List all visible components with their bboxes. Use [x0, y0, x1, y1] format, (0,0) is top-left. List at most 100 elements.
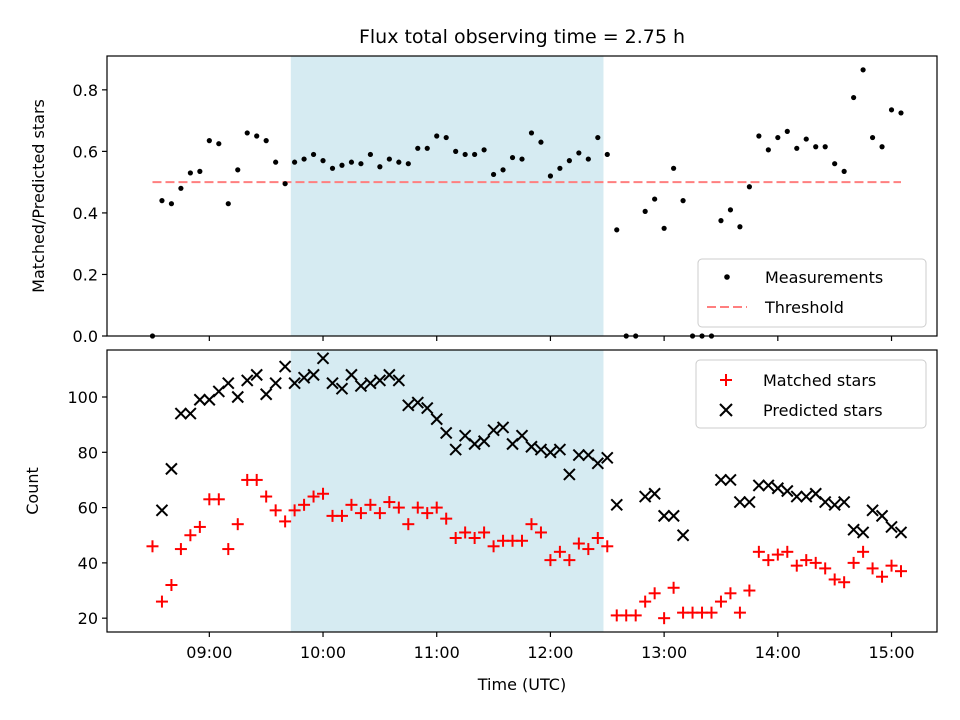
predicted-stars-point — [345, 368, 358, 382]
predicted-stars-point — [800, 490, 813, 503]
matched-stars-point — [459, 526, 472, 539]
matched-stars-point — [866, 562, 879, 575]
matched-stars-point — [724, 587, 737, 600]
bottom-legend-box — [695, 359, 927, 429]
matched-stars-point — [544, 554, 557, 567]
matched-stars-point — [563, 554, 576, 567]
top-axes-frame — [106, 55, 938, 337]
measurement-point — [756, 133, 762, 139]
measurement-point — [386, 156, 392, 162]
measurement-point — [301, 156, 307, 162]
matched-stars-point — [819, 562, 832, 575]
measurement-point — [746, 184, 752, 190]
matched-stars-point — [449, 532, 462, 544]
measurement-point — [576, 150, 582, 156]
y-tick-label: 0.2 — [73, 265, 98, 284]
top-shaded-interval — [290, 56, 604, 336]
measurement-point — [339, 162, 345, 168]
predicted-stars-point — [155, 504, 169, 517]
predicted-stars-point — [601, 451, 614, 465]
predicted-stars-point — [335, 382, 349, 395]
matched-stars-point — [288, 504, 301, 517]
measurement-point — [860, 67, 866, 73]
top-y-ticks: 0.0 0.2 0.4 0.6 0.8 — [73, 81, 107, 346]
bottom-y-ticks: 20 40 60 80 100 — [67, 388, 107, 628]
predicted-stars-point — [790, 490, 803, 503]
measurement-point — [462, 151, 468, 158]
measurement-point — [519, 156, 525, 162]
predicted-stars-point — [373, 374, 387, 387]
matched-stars-point — [260, 490, 273, 503]
predicted-stars-point — [421, 401, 434, 415]
measurement-point — [614, 227, 620, 233]
measurement-point — [803, 136, 809, 142]
measurement-point — [405, 161, 411, 167]
legend-predicted-marker — [719, 403, 733, 417]
measurement-point — [424, 145, 430, 151]
predicted-stars-point — [885, 520, 898, 534]
legend-measurements-marker — [724, 274, 730, 280]
predicted-stars-point — [269, 376, 282, 390]
predicted-stars-point — [383, 368, 396, 382]
x-tick-label: 12:00 — [527, 643, 573, 662]
measurement-point — [254, 133, 260, 139]
measurement-point — [500, 167, 506, 173]
predicted-stars-point — [638, 490, 652, 503]
measurement-point — [490, 171, 497, 178]
matched-stars-point — [733, 606, 746, 619]
predicted-stars-point — [544, 446, 557, 459]
measurement-point — [832, 161, 838, 167]
predicted-stars-point — [402, 399, 415, 412]
top-legend-box — [697, 258, 927, 328]
measurement-point — [197, 168, 203, 174]
matched-stars-point — [771, 548, 784, 561]
y-tick-label: 40 — [78, 554, 98, 573]
predicted-stars-point — [278, 360, 292, 373]
matched-stars-point — [307, 490, 320, 503]
legend-measurements-label: Measurements — [765, 268, 883, 287]
measurement-point — [604, 151, 610, 158]
measurement-point — [642, 208, 648, 214]
predicted-stars-point — [165, 462, 178, 476]
measurement-point — [292, 159, 298, 165]
bottom-y-axis-label: Count — [23, 467, 42, 515]
legend-matched-label: Matched stars — [763, 371, 876, 390]
matched-stars-point — [525, 518, 538, 531]
y-tick-label: 80 — [78, 443, 98, 462]
measurement-point — [453, 148, 459, 154]
measurement-point — [396, 159, 402, 165]
matched-stars-point — [487, 540, 500, 553]
bottom-legend: Matched stars Predicted stars — [695, 359, 927, 429]
predicted-stars-point — [591, 457, 605, 470]
predicted-stars-point — [392, 374, 406, 387]
matched-stars-point — [876, 570, 889, 583]
bottom-x-ticks: 09:00 10:00 11:00 12:00 13:00 14:00 15:00 — [186, 632, 915, 662]
measurement-point — [377, 164, 383, 170]
matched-stars-point — [279, 515, 292, 528]
measurement-point — [282, 181, 288, 187]
matched-stars-point — [762, 554, 775, 567]
predicted-stars-point — [487, 423, 500, 437]
measurement-point — [898, 110, 904, 116]
x-tick-label: 14:00 — [755, 643, 801, 662]
predicted-stars-point — [866, 504, 879, 517]
predicted-stars-point — [894, 526, 908, 539]
predicted-stars-point — [525, 440, 538, 453]
predicted-stars-point — [241, 374, 254, 387]
measurement-point — [652, 196, 658, 202]
measurement-point — [168, 201, 175, 207]
predicted-stars-point — [468, 437, 481, 451]
matched-stars-point — [155, 595, 168, 608]
y-tick-label: 60 — [78, 499, 98, 518]
measurement-point — [225, 201, 231, 207]
matched-stars-point — [174, 543, 187, 556]
predicted-stars-point — [714, 473, 728, 487]
predicted-stars-point — [724, 473, 737, 487]
predicted-stars-point — [307, 368, 320, 382]
measurement-point — [538, 139, 544, 145]
measurement-point — [235, 167, 241, 173]
bottom-axes-frame — [106, 349, 938, 633]
y-tick-label: 100 — [67, 388, 98, 407]
measurement-point — [481, 147, 487, 153]
predicted-stars-point — [297, 371, 311, 384]
